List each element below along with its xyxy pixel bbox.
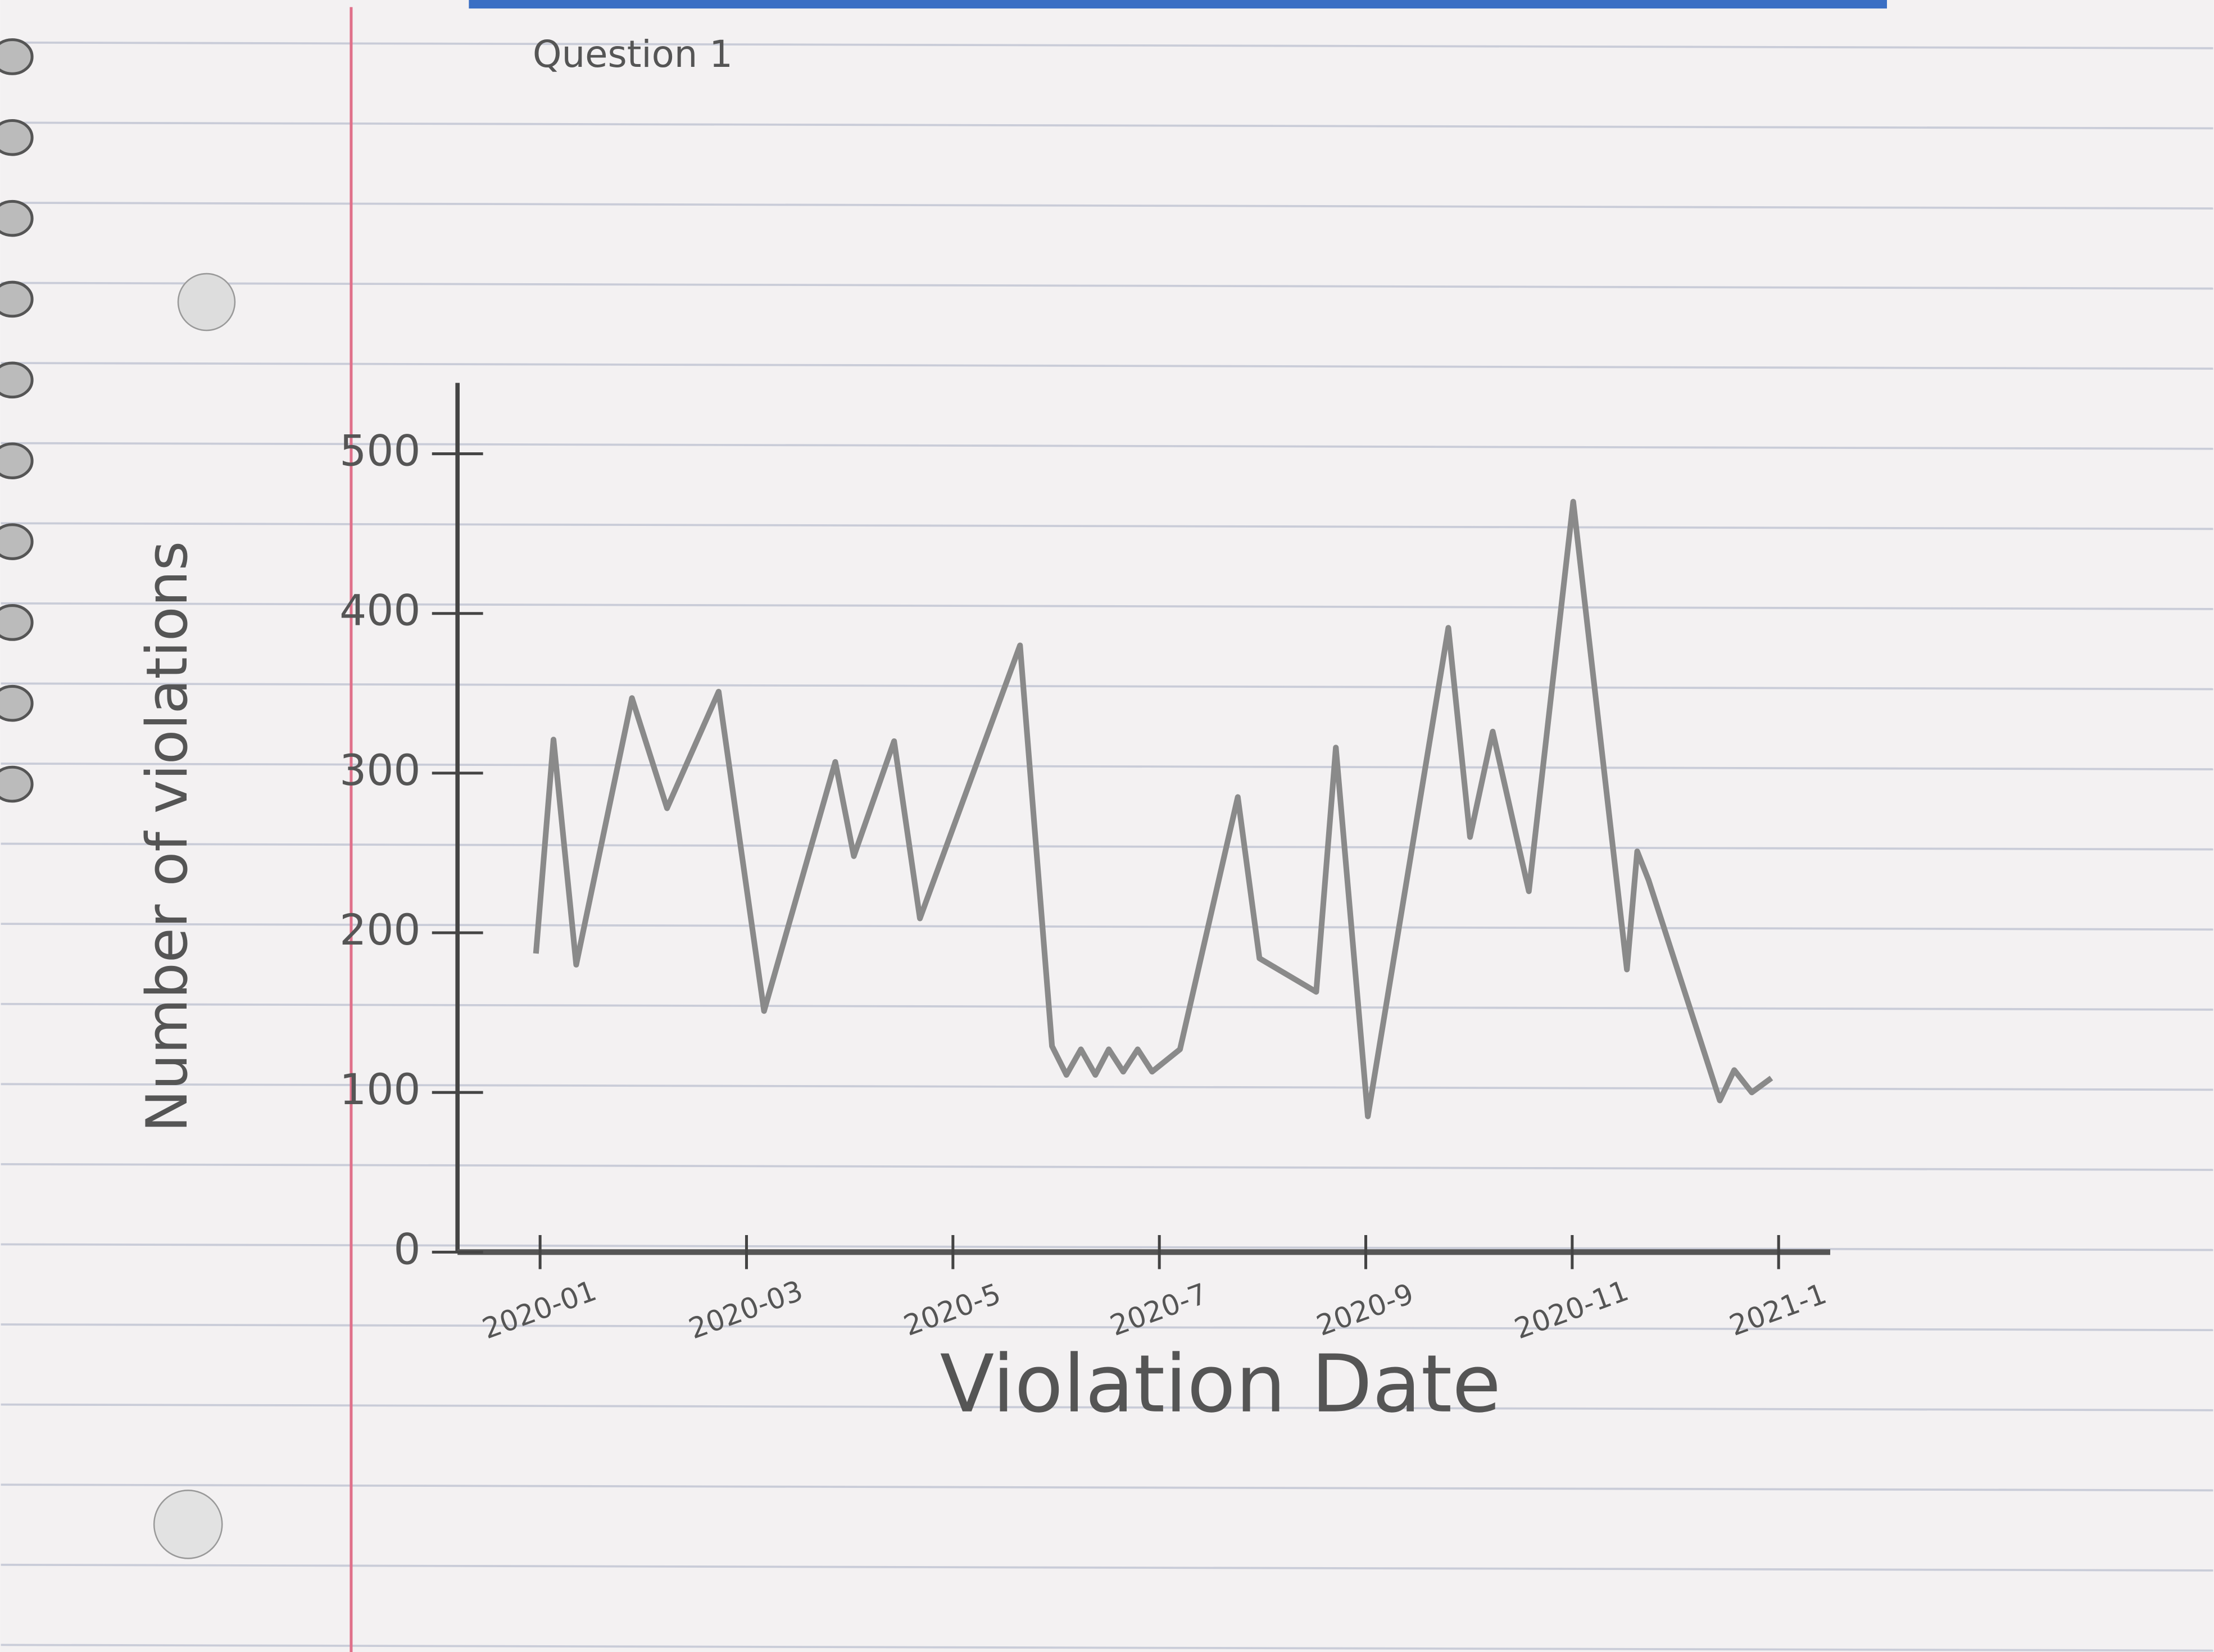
spiral-ring	[0, 604, 34, 641]
spiral-ring	[0, 119, 34, 156]
ruled-line	[1, 442, 2213, 450]
hole-mark	[177, 273, 236, 332]
spiral-ring	[0, 684, 34, 722]
spiral-ring	[0, 442, 34, 479]
ruled-line	[1, 1483, 2213, 1492]
ruled-line	[1, 763, 2213, 770]
ruled-line	[1, 1163, 2213, 1171]
y-tick-label: 200	[339, 905, 420, 955]
y-tick-label: 0	[393, 1224, 420, 1274]
y-axis-label: Number of violations	[134, 541, 200, 1132]
ruled-line	[1, 1563, 2213, 1572]
spiral-ring	[0, 38, 34, 75]
spiral	[0, 38, 34, 803]
spiral-ring	[0, 765, 34, 803]
data-line	[533, 498, 1773, 1119]
top-edge	[469, 0, 1887, 9]
x-axis-label: Violation Date	[940, 1338, 1501, 1431]
ruled-line	[1, 923, 2213, 931]
ruled-lines	[1, 41, 2213, 1652]
y-tick-label: 300	[339, 746, 420, 795]
ruled-line	[1, 1644, 2213, 1652]
hole-mark	[153, 1490, 223, 1559]
ruled-line	[1, 121, 2213, 130]
ruled-line	[1, 522, 2213, 530]
ruled-line	[1, 1323, 2213, 1332]
ruled-line	[1, 41, 2213, 49]
ruled-line	[1, 362, 2213, 370]
ruled-line	[1, 842, 2213, 851]
spiral-ring	[0, 361, 34, 399]
ruled-line	[1, 1403, 2213, 1412]
spiral-ring	[0, 199, 34, 237]
y-tick-label: 400	[339, 586, 420, 636]
spiral-ring	[0, 523, 34, 560]
ruled-line	[1, 201, 2213, 210]
ruled-line	[1, 1002, 2213, 1011]
page-title: Question 1	[533, 33, 733, 76]
ruled-line	[1, 282, 2213, 290]
y-tick-label: 500	[339, 426, 420, 476]
ruled-line	[1, 1083, 2213, 1091]
ruled-line	[1, 682, 2213, 691]
ruled-line	[1, 602, 2213, 610]
ruled-line	[1, 1243, 2213, 1251]
y-tick-label: 100	[339, 1065, 420, 1114]
spiral-ring	[0, 280, 34, 318]
